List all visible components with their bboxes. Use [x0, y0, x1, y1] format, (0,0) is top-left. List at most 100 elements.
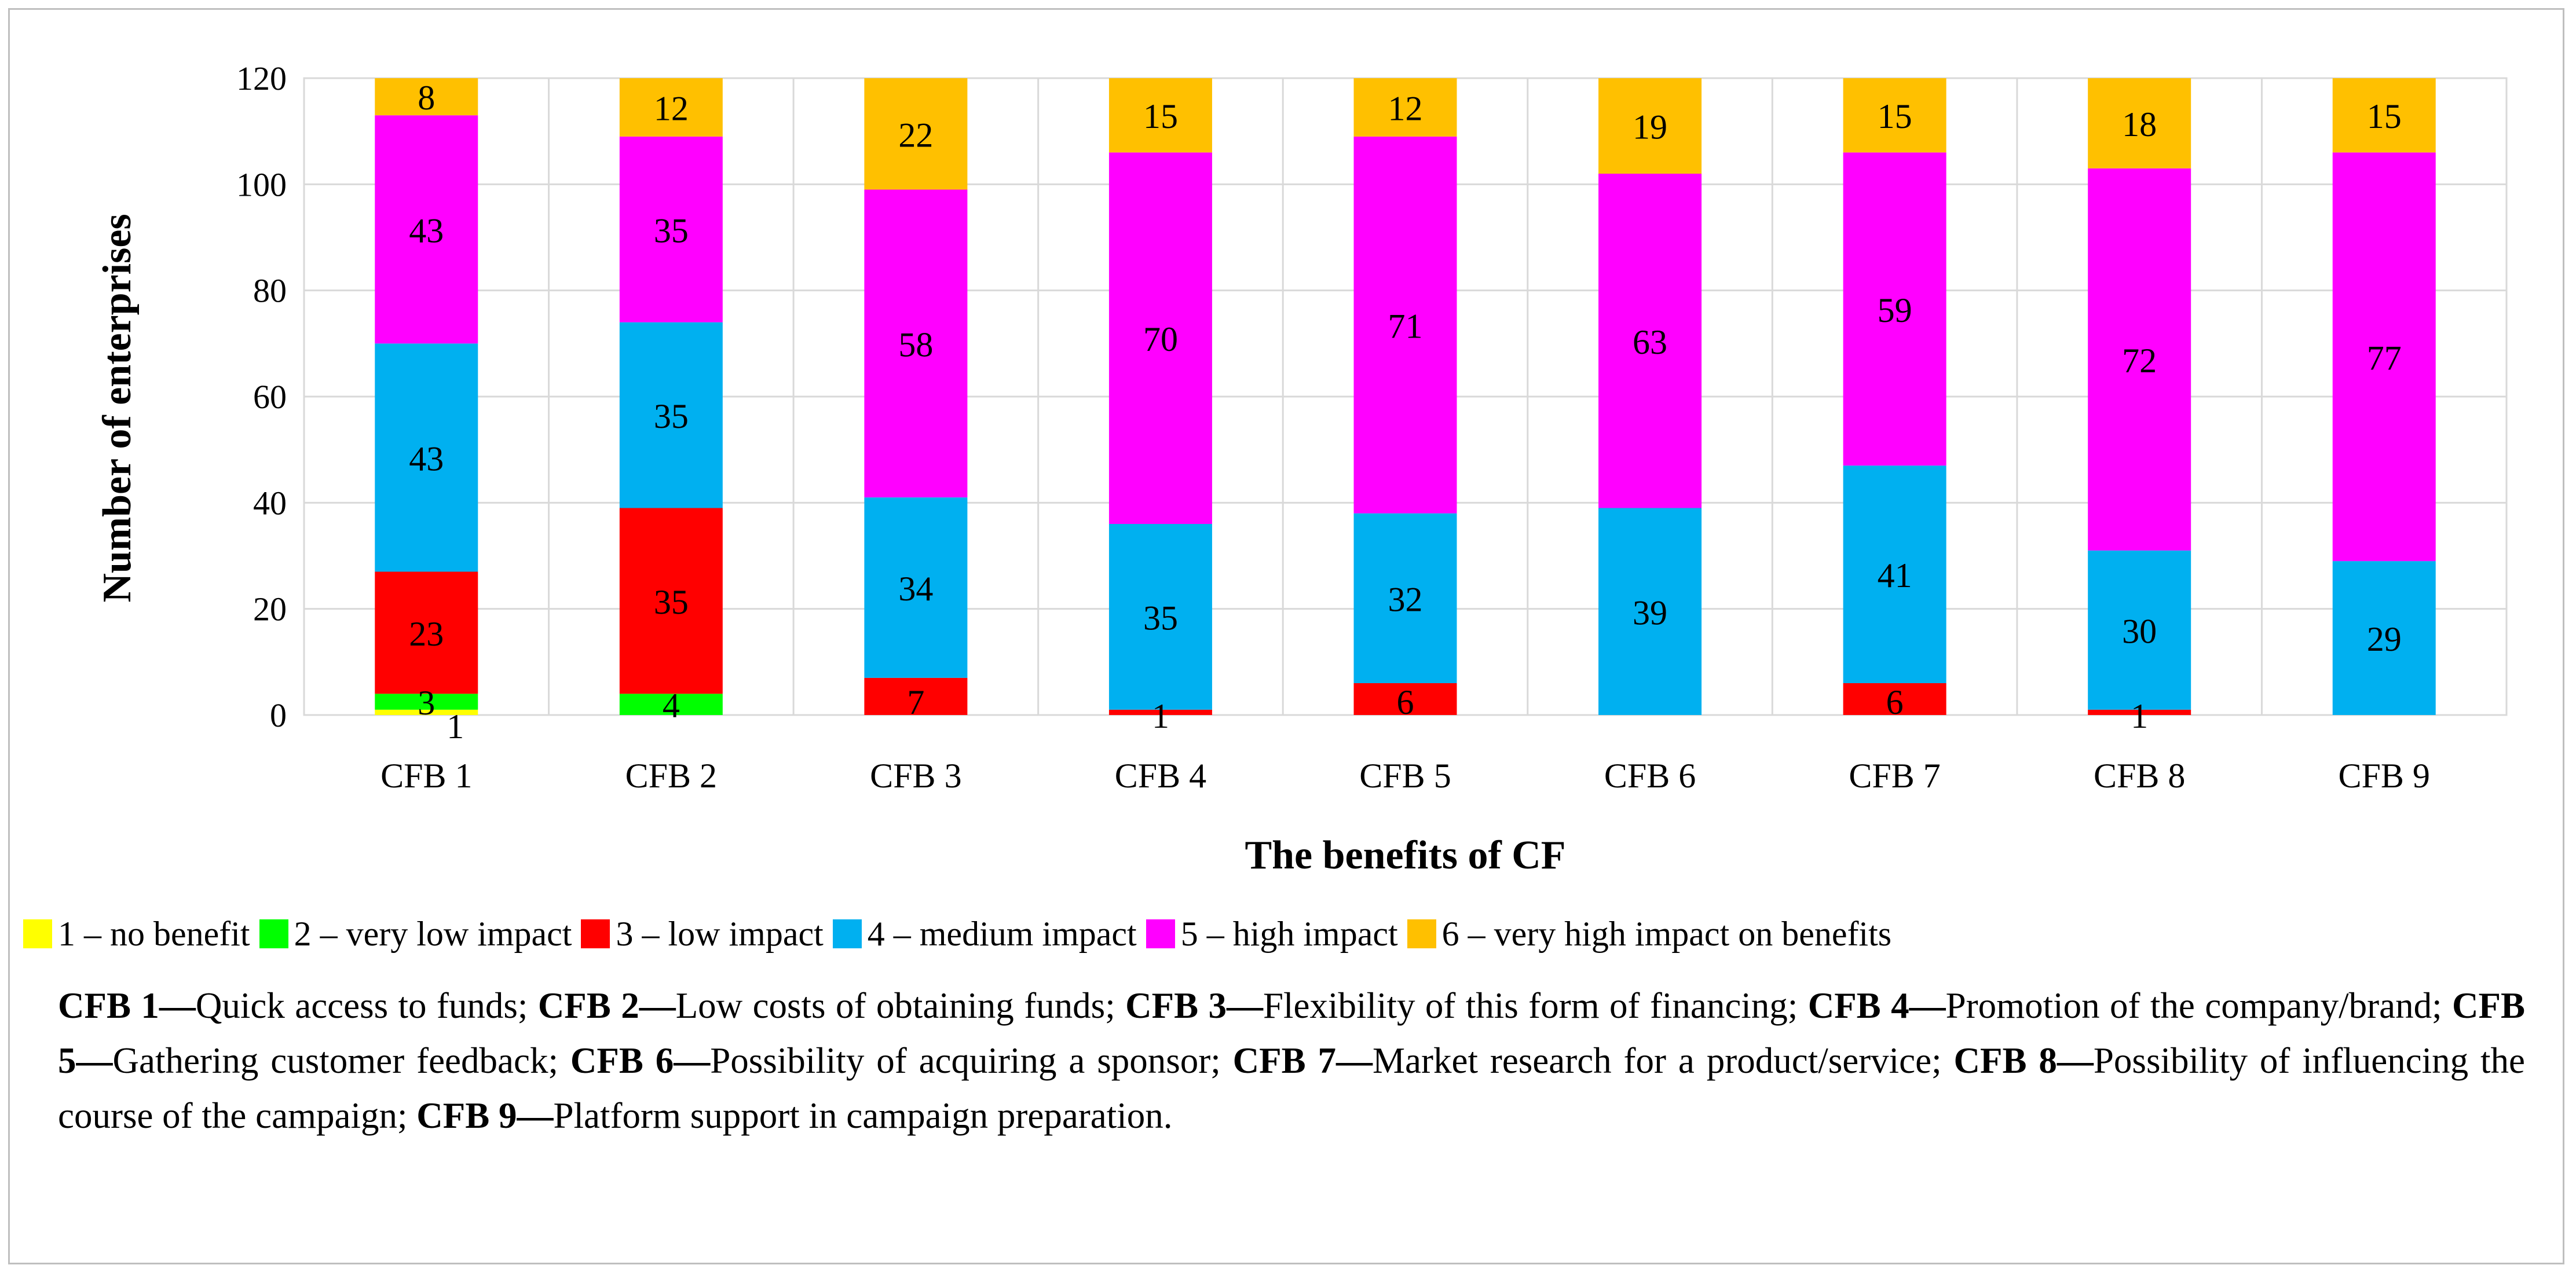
data-label: 19: [1633, 108, 1667, 146]
data-label: 22: [898, 116, 933, 154]
data-label: 43: [409, 211, 444, 250]
data-label: 12: [654, 89, 689, 127]
legend-label: 6 – very high impact on benefits: [1441, 914, 1892, 953]
legend-item: 1 – no benefit: [23, 914, 250, 954]
footnote-code: CFB 4—: [1807, 985, 1946, 1026]
data-label: 39: [1633, 593, 1667, 632]
data-label: 8: [418, 79, 435, 117]
footnote-text: Quick access to funds;: [195, 985, 538, 1026]
x-tick-label: CFB 2: [625, 757, 717, 795]
data-label: 41: [1878, 556, 1912, 595]
bar-segment: [1843, 465, 1946, 683]
footnote-code: CFB 8—: [1953, 1040, 2094, 1081]
bar-segment: [619, 136, 723, 322]
legend-label: 1 – no benefit: [58, 914, 250, 953]
footnote-text: Market research for a product/service;: [1373, 1040, 1954, 1081]
bar-segment: [1598, 508, 1702, 715]
bar-segment: [2088, 709, 2191, 715]
bar-segment: [1108, 152, 1212, 524]
data-label: 23: [409, 615, 444, 653]
footnote-text: Platform support in campaign preparation…: [553, 1095, 1173, 1136]
legend-swatch: [581, 919, 610, 948]
legend-item: 5 – high impact: [1146, 914, 1398, 954]
footnote-code: CFB 2—: [537, 985, 676, 1026]
bar-segment: [375, 115, 478, 344]
footnote-text: Low costs of obtaining funds;: [675, 985, 1126, 1026]
legend-swatch: [259, 919, 288, 948]
data-label: 4: [663, 687, 680, 725]
bar-segment: [1353, 78, 1457, 137]
data-label: 29: [2367, 620, 2402, 658]
data-label: 59: [1878, 291, 1912, 329]
bar-segment: [2332, 78, 2436, 153]
footnote-code: CFB 7—: [1232, 1040, 1373, 1081]
data-label: 15: [1878, 97, 1912, 135]
footnote-text: Flexibility of this form of financing;: [1263, 985, 1808, 1026]
figure-footnote: CFB 1—Quick access to funds; CFB 2—Low c…: [58, 978, 2525, 1143]
data-label: 1: [1152, 697, 1169, 735]
data-label: 30: [2122, 612, 2157, 650]
x-axis-title: The benefits of CF: [1245, 833, 1565, 878]
legend-swatch: [832, 919, 862, 948]
legend-item: 6 – very high impact on benefits: [1407, 914, 1891, 954]
legend-swatch: [1407, 919, 1436, 948]
bar-segment: [864, 189, 968, 498]
y-tick-label: 100: [236, 166, 287, 203]
legend-label: 4 – medium impact: [867, 914, 1137, 953]
footnote-text: Promotion of the company/brand;: [1945, 985, 2453, 1026]
y-tick-label: 60: [253, 378, 287, 416]
bar-segment: [864, 78, 968, 190]
footnote-code: CFB 6—: [570, 1040, 711, 1081]
chart-legend: 1 – no benefit 2 – very low impact 3 – low…: [23, 908, 2571, 960]
bar-segment: [375, 709, 478, 715]
figure-frame: [8, 8, 2564, 1264]
bar-segment: [619, 78, 723, 137]
x-tick-label: CFB 5: [1359, 757, 1451, 795]
data-label: 58: [898, 325, 933, 364]
bar-segment: [2332, 152, 2436, 562]
bar-segment: [864, 497, 968, 678]
data-label: 1: [2131, 697, 2148, 735]
x-tick-label: CFB 4: [1115, 757, 1206, 795]
data-label: 35: [654, 397, 689, 435]
footnote-code: CFB 1—: [58, 985, 196, 1026]
x-tick-label: CFB 9: [2339, 757, 2430, 795]
data-label: 15: [2367, 97, 2402, 135]
footnote-text: Possibility of influencing the course of…: [58, 1040, 2526, 1136]
legend-swatch: [23, 919, 52, 948]
data-label: 70: [1143, 320, 1178, 358]
data-label: 12: [1388, 89, 1423, 127]
bar-segment: [375, 694, 478, 710]
y-tick-label: 80: [253, 272, 287, 310]
data-label: 35: [654, 211, 689, 250]
bar-segment: [1598, 78, 1702, 174]
bar-segment: [1108, 78, 1212, 153]
bar-segment: [375, 78, 478, 116]
bar-segment: [1108, 524, 1212, 710]
data-label: 43: [409, 439, 444, 478]
data-label: 72: [2122, 342, 2157, 380]
data-label: 77: [2367, 339, 2402, 377]
bar-segment: [619, 322, 723, 508]
data-label: 15: [1143, 97, 1178, 135]
bar-segment: [2088, 550, 2191, 710]
bar-segment: [619, 508, 723, 694]
x-tick-label: CFB 8: [2094, 757, 2185, 795]
x-tick-label: CFB 1: [380, 757, 472, 795]
bar-segment: [2088, 168, 2191, 551]
bar-segment: [864, 677, 968, 715]
bar-segment: [1843, 152, 1946, 466]
legend-item: 3 – low impact: [581, 914, 824, 954]
footnote-code: CFB 9—: [416, 1095, 554, 1136]
footnote-text: Possibility of acquiring a sponsor;: [710, 1040, 1233, 1081]
data-label: 3: [418, 684, 435, 722]
data-label: 32: [1388, 580, 1423, 618]
legend-item: 4 – medium impact: [832, 914, 1137, 954]
bar-segment: [619, 694, 723, 715]
legend-label: 5 – high impact: [1180, 914, 1398, 953]
bar-segment: [1353, 136, 1457, 514]
y-tick-label: 20: [253, 591, 287, 628]
bar-segment: [2332, 561, 2436, 715]
bar-segment: [1353, 683, 1457, 715]
